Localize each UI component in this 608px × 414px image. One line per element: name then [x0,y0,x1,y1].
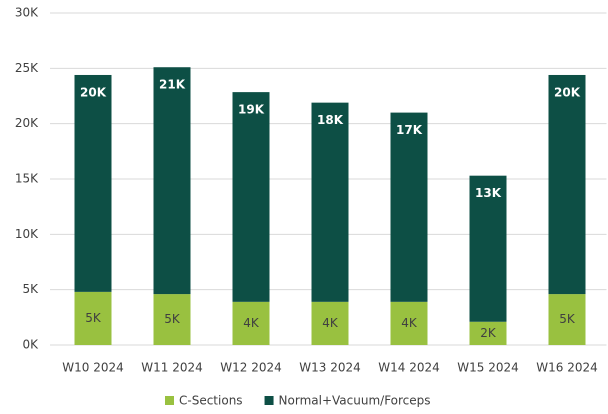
data-label: 4K [243,316,260,330]
data-label: 20K [80,85,107,99]
bar-segment [548,294,586,345]
data-label: 5K [164,312,181,326]
x-tick-label: W11 2024 [141,361,203,375]
data-label: 17K [396,123,423,137]
y-tick-label: 20K [15,116,39,130]
data-label: 20K [554,85,581,99]
data-label: 2K [480,326,497,340]
legend-swatch [264,396,274,405]
y-tick-label: 0K [22,338,39,352]
x-tick-label: W10 2024 [62,361,124,375]
legend-swatch [165,396,174,405]
data-label: 18K [317,113,344,127]
data-label: 5K [559,312,576,326]
bar-segment [232,92,270,302]
bar-segment [311,102,349,302]
data-label: 4K [401,316,418,330]
bar-segment [390,112,428,302]
y-tick-label: 5K [22,282,39,296]
y-tick-label: 25K [15,61,39,75]
bar-segment [469,321,507,345]
data-label: 4K [322,316,339,330]
data-label: 21K [159,78,186,92]
bar-segment [153,294,191,345]
data-label: 5K [85,311,102,325]
bar-segment [74,74,112,292]
bar-segment [153,67,191,295]
x-tick-label: W16 2024 [536,361,598,375]
x-tick-label: W15 2024 [457,361,519,375]
bar-segment [548,74,586,295]
legend-label: C-Sections [179,394,243,408]
data-label: 13K [475,186,502,200]
bar-segment [469,175,507,322]
y-tick-label: 10K [15,227,39,241]
legend-label: Normal+Vacuum/Forceps [279,394,431,408]
bar-segment [390,301,428,345]
data-label: 19K [238,103,265,117]
y-tick-label: 30K [15,6,39,20]
x-tick-label: W13 2024 [299,361,361,375]
y-tick-label: 15K [15,172,39,186]
x-tick-label: W14 2024 [378,361,440,375]
x-tick-label: W12 2024 [220,361,282,375]
bar-segment [74,291,112,345]
bar-segment [232,301,270,345]
bar-segment [311,301,349,345]
